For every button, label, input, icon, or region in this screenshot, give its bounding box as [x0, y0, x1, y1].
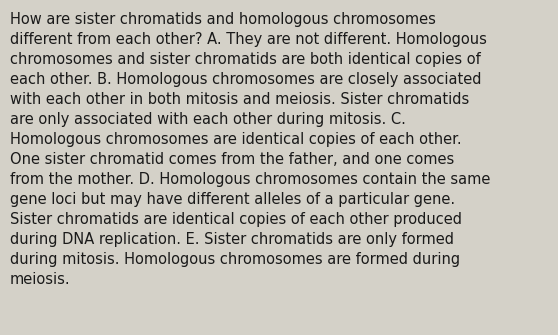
Text: How are sister chromatids and homologous chromosomes
different from each other? : How are sister chromatids and homologous… — [10, 12, 490, 287]
